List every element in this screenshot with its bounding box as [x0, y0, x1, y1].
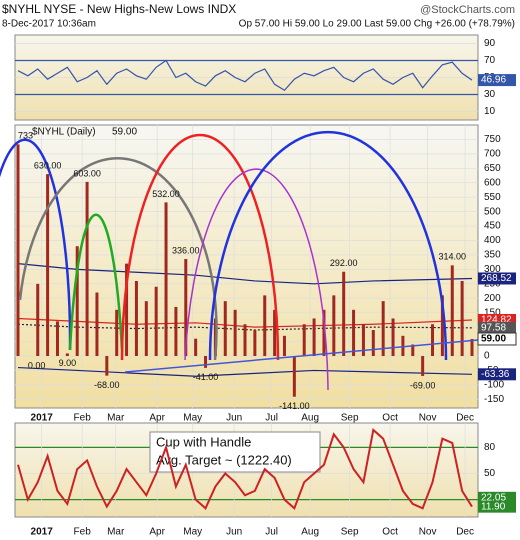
x-tick-label: Jul: [265, 413, 278, 424]
annotation: 532.00: [152, 189, 180, 199]
callout-box: [149, 431, 321, 473]
x-tick-label: Sep: [341, 413, 359, 424]
title: $NYHL NYSE - New Highs-New Lows INDX: [2, 2, 236, 16]
y-tick-label: 650: [484, 163, 501, 174]
annotation: -141.00: [279, 401, 310, 411]
x-tick-label: May: [183, 413, 202, 424]
x-tick-label: Mar: [107, 527, 125, 538]
y-tick-label: 200: [484, 293, 501, 304]
badge-label: 97.58: [481, 322, 506, 333]
y-tick-label: 350: [484, 250, 501, 261]
annotation: 9.00: [59, 358, 77, 368]
value-badge: [477, 332, 517, 346]
x-tick-label: Aug: [301, 413, 319, 424]
x-tick-label: Dec: [456, 413, 474, 424]
y-tick-label: 450: [484, 221, 501, 232]
x-tick-label: Jun: [226, 413, 242, 424]
y-tick-label: 400: [484, 235, 501, 246]
value-badge: [478, 74, 516, 87]
x-tick-label: Feb: [74, 527, 92, 538]
legend-value: 59.00: [112, 127, 137, 138]
y-tick-label: 90: [484, 38, 496, 49]
badge-label: -63.36: [481, 369, 510, 380]
y-tick-label: 30: [484, 89, 496, 100]
x-tick-label: Mar: [107, 413, 125, 424]
x-tick-label: Jun: [226, 527, 242, 538]
y-tick-label: -150: [484, 394, 504, 405]
y-tick-label: 70: [484, 55, 496, 66]
legend-label: $NYHL (Daily): [32, 127, 96, 138]
badge-label: 59.00: [481, 334, 506, 345]
x-tick-label: Apr: [149, 527, 165, 538]
callout-text: Avg. Target ~ (1222.40): [156, 452, 292, 467]
annotation: 336.00: [172, 245, 200, 255]
callout-text: Cup with Handle: [156, 434, 251, 449]
y-tick-label: 550: [484, 192, 501, 203]
x-tick-label: Apr: [149, 413, 165, 424]
annotation: 292.00: [330, 258, 358, 268]
badge-label: 22.05: [481, 492, 506, 503]
y-tick-label: 0: [484, 351, 490, 362]
cycle-arcs: [0, 130, 479, 391]
date: 8-Dec-2017 10:36am: [2, 19, 96, 30]
annotation: -68.00: [94, 380, 120, 390]
annotation: 733: [18, 131, 33, 141]
badge-label: 46.96: [481, 75, 506, 86]
x-tick-label: Jul: [265, 527, 278, 538]
annotation: 314.00: [438, 252, 466, 262]
x-tick-label: Nov: [419, 413, 437, 424]
x-tick-label: Oct: [382, 527, 398, 538]
x-tick-label: Oct: [382, 413, 398, 424]
y-tick-label: 150: [484, 307, 501, 318]
source: @StockCharts.com: [420, 4, 515, 16]
x-tick-label: 2017: [31, 413, 54, 424]
x-tick-label: May: [183, 527, 202, 538]
annotation: 603.00: [73, 168, 101, 178]
y-tick-label: 750: [484, 134, 501, 145]
value-badge: [478, 500, 516, 513]
y-tick-label: 600: [484, 177, 501, 188]
badge-label: 11.90: [481, 501, 506, 512]
series-line: [17, 428, 473, 511]
x-tick-label: Nov: [419, 527, 437, 538]
x-tick-label: Sep: [341, 527, 359, 538]
value-badge: [478, 368, 516, 381]
badge-label: 268.52: [481, 273, 512, 284]
series-line: [17, 59, 473, 92]
x-tick-label: Dec: [456, 527, 474, 538]
y-tick-label: 50: [484, 468, 496, 479]
y-tick-label: 300: [484, 264, 501, 275]
x-tick-label: Aug: [301, 527, 319, 538]
quote: Op 57.00 Hi 59.00 Lo 29.00 Last 59.00 Ch…: [239, 19, 515, 30]
y-tick-label: 700: [484, 149, 501, 160]
y-tick-label: 500: [484, 206, 501, 217]
x-tick-label: Feb: [74, 413, 92, 424]
badge-label: 124.82: [481, 315, 512, 326]
y-tick-label: 10: [484, 106, 496, 117]
x-tick-label: 2017: [31, 527, 54, 538]
annotation: 0.00: [28, 360, 46, 370]
annotation: -41.00: [193, 372, 219, 382]
y-tick-label: -100: [484, 380, 504, 391]
value-badge: [478, 321, 516, 334]
value-badge: [478, 272, 516, 285]
overlay-line: [17, 366, 473, 377]
annotation: 630.00: [34, 160, 62, 170]
y-tick-label: 80: [484, 442, 496, 453]
annotation: -69.00: [410, 380, 436, 390]
